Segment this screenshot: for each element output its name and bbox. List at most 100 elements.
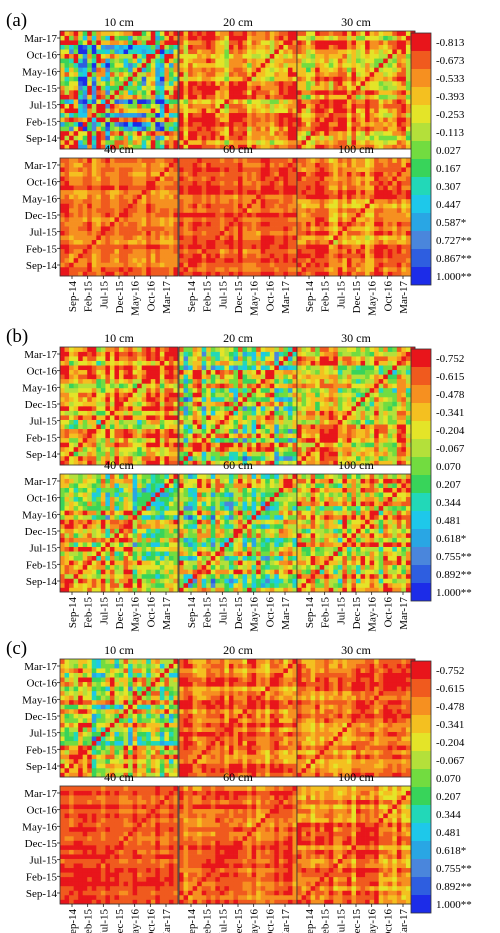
heatmap-cell bbox=[238, 85, 243, 91]
heatmap-cell bbox=[78, 44, 84, 50]
heatmap-cell bbox=[242, 257, 248, 263]
heatmap-cell bbox=[342, 62, 348, 68]
heatmap-cell bbox=[297, 135, 302, 141]
heatmap-cell bbox=[315, 180, 321, 186]
heatmap-cell bbox=[374, 248, 380, 254]
heatmap-cell bbox=[228, 262, 234, 268]
heatmap-cell bbox=[287, 171, 293, 177]
heatmap-cell bbox=[297, 49, 302, 55]
heatmap-cell bbox=[274, 194, 280, 200]
heatmap-cell bbox=[69, 437, 74, 443]
heatmap-cell bbox=[269, 244, 275, 250]
heatmap-cell bbox=[168, 80, 174, 86]
heatmap-cell bbox=[265, 189, 271, 195]
heatmap-cell bbox=[387, 189, 393, 195]
heatmap-cell bbox=[360, 194, 366, 200]
heatmap-cell bbox=[128, 451, 133, 457]
heatmap-cell bbox=[233, 239, 239, 245]
colorbar-swatch bbox=[411, 123, 431, 141]
heatmap-cell bbox=[383, 76, 389, 82]
heatmap-cell bbox=[132, 392, 138, 398]
heatmap-cell bbox=[292, 248, 298, 254]
heatmap-cell bbox=[306, 271, 311, 277]
heatmap-cell bbox=[105, 130, 111, 136]
heatmap-cell bbox=[137, 35, 143, 41]
heatmap-cell bbox=[60, 144, 65, 150]
heatmap-cell bbox=[82, 387, 88, 393]
heatmap-cell bbox=[315, 144, 321, 150]
heatmap-cell bbox=[105, 356, 111, 361]
heatmap-cell bbox=[73, 424, 79, 430]
heatmap-cell bbox=[328, 49, 334, 55]
heatmap-cell bbox=[123, 221, 129, 227]
heatmap-cell bbox=[310, 189, 316, 195]
heatmap-cell bbox=[150, 171, 156, 177]
heatmap-cell bbox=[405, 94, 411, 100]
heatmap-cell bbox=[82, 347, 88, 352]
heatmap-cell bbox=[201, 217, 207, 222]
heatmap-cell bbox=[387, 239, 393, 245]
heatmap-cell bbox=[137, 62, 143, 68]
heatmap-cell bbox=[292, 94, 298, 100]
heatmap-cell bbox=[210, 262, 216, 268]
heatmap-cell bbox=[155, 130, 161, 136]
heatmap-cell bbox=[247, 71, 252, 77]
heatmap-cell bbox=[278, 235, 284, 241]
heatmap-cell bbox=[201, 53, 207, 59]
heatmap-cell bbox=[179, 85, 184, 91]
heatmap-cell bbox=[310, 80, 316, 86]
heatmap-cell bbox=[378, 230, 384, 236]
heatmap-cell bbox=[396, 194, 402, 200]
heatmap-cell bbox=[82, 40, 88, 45]
heatmap-cell bbox=[60, 406, 65, 411]
heatmap-cell bbox=[405, 76, 411, 82]
heatmap-cell bbox=[392, 167, 398, 172]
heatmap-cell bbox=[319, 121, 325, 127]
heatmap-cell bbox=[256, 62, 262, 68]
heatmap-cell bbox=[168, 198, 174, 204]
heatmap-cell bbox=[105, 144, 111, 150]
heatmap-cell bbox=[251, 99, 257, 104]
heatmap-cell bbox=[251, 176, 257, 182]
heatmap-cell bbox=[82, 35, 88, 41]
heatmap-cell bbox=[387, 257, 393, 263]
heatmap-cell bbox=[164, 262, 170, 268]
heatmap-cell bbox=[392, 226, 398, 231]
heatmap-cell bbox=[179, 230, 184, 236]
heatmap-cell bbox=[346, 203, 352, 209]
heatmap-cell bbox=[60, 235, 65, 241]
heatmap-cell bbox=[100, 130, 106, 136]
heatmap-cell bbox=[96, 189, 102, 195]
heatmap-cell bbox=[328, 126, 334, 132]
heatmap-cell bbox=[132, 162, 138, 168]
heatmap-cell bbox=[224, 446, 230, 452]
heatmap-cell bbox=[224, 203, 230, 209]
heatmap-cell bbox=[306, 31, 311, 36]
subplot-frame bbox=[59, 30, 179, 150]
heatmap-cell bbox=[287, 130, 293, 136]
heatmap-cell bbox=[173, 162, 179, 168]
heatmap-cell bbox=[396, 239, 402, 245]
heatmap-cell bbox=[383, 135, 389, 141]
heatmap-cell bbox=[100, 85, 106, 91]
heatmap-cell bbox=[260, 49, 266, 55]
y-tick-label: May-16 bbox=[22, 193, 57, 205]
heatmap-cell bbox=[82, 419, 88, 425]
heatmap-cell bbox=[141, 437, 147, 443]
heatmap-cell bbox=[128, 262, 133, 268]
heatmap-cell bbox=[283, 44, 289, 50]
colorbar-label: -0.673 bbox=[436, 55, 465, 67]
heatmap-cell bbox=[333, 135, 339, 141]
heatmap-cell bbox=[228, 121, 234, 127]
heatmap-cell bbox=[247, 171, 252, 177]
heatmap-cell bbox=[210, 90, 216, 95]
heatmap-cell bbox=[351, 108, 357, 114]
heatmap-cell bbox=[123, 126, 129, 132]
heatmap-cell bbox=[87, 248, 93, 254]
heatmap-cell bbox=[401, 189, 407, 195]
heatmap-cell bbox=[247, 117, 252, 123]
heatmap-cell bbox=[301, 126, 307, 132]
heatmap-cell bbox=[155, 387, 161, 393]
heatmap-cell bbox=[315, 185, 321, 191]
heatmap-cell bbox=[215, 71, 221, 77]
